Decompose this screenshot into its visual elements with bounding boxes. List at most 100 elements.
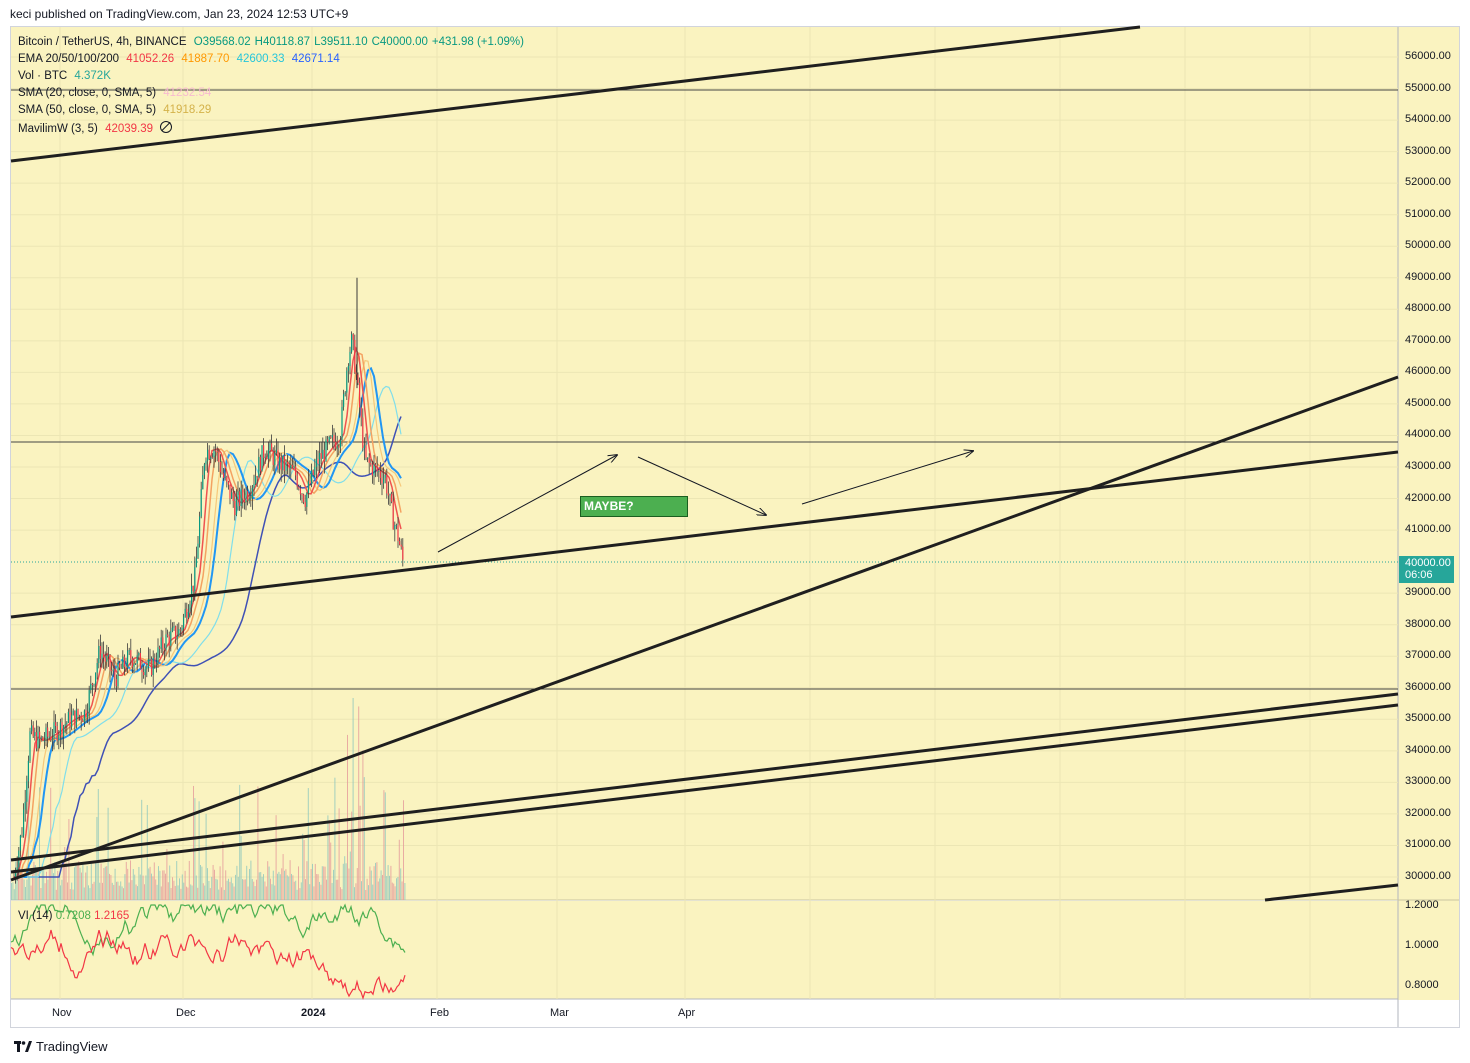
candle bbox=[146, 664, 148, 678]
footer-brand-text: TradingView bbox=[36, 1039, 108, 1054]
volume-bar bbox=[97, 789, 99, 900]
candle bbox=[135, 663, 137, 666]
volume-bar bbox=[111, 882, 113, 900]
candle bbox=[29, 727, 31, 764]
volume-bar bbox=[96, 816, 98, 900]
candle bbox=[259, 454, 261, 476]
arrow-up-2 bbox=[801, 451, 973, 505]
volume-bar bbox=[264, 881, 266, 900]
candle bbox=[133, 659, 135, 674]
candle bbox=[352, 333, 354, 351]
volume-bar bbox=[299, 888, 301, 900]
volume-bar bbox=[354, 887, 355, 900]
sma50-legend[interactable]: SMA (50, close, 0, SMA, 5) 41918.29 bbox=[18, 103, 215, 117]
volume-bar bbox=[139, 874, 141, 900]
candle bbox=[360, 397, 362, 427]
candle bbox=[99, 634, 101, 668]
volume-bar bbox=[390, 865, 392, 900]
candle bbox=[376, 456, 378, 477]
volume-bar bbox=[344, 856, 346, 900]
tradingview-logo-icon bbox=[14, 1041, 32, 1052]
volume-bar bbox=[23, 879, 25, 900]
candle bbox=[200, 481, 202, 519]
candle bbox=[293, 453, 295, 469]
candle bbox=[91, 682, 93, 697]
candle bbox=[112, 659, 114, 677]
trend-line-bottom bbox=[1264, 883, 1399, 902]
candle bbox=[279, 452, 281, 474]
arrow-down bbox=[637, 456, 766, 515]
sma20-legend[interactable]: SMA (20, close, 0, SMA, 5) 41232.54 bbox=[18, 86, 215, 100]
volume-bar bbox=[204, 885, 206, 900]
volume-bar bbox=[34, 865, 36, 900]
candle bbox=[103, 641, 105, 669]
candle bbox=[311, 463, 313, 488]
maybe-annotation[interactable]: MAYBE? bbox=[580, 496, 688, 517]
candle bbox=[205, 457, 207, 471]
candle bbox=[320, 441, 322, 468]
candle bbox=[179, 627, 181, 637]
volume-bar bbox=[183, 882, 185, 900]
candle bbox=[397, 517, 399, 548]
price-tick-label: 38000.00 bbox=[1405, 617, 1451, 630]
mavilim-legend[interactable]: MavilimW (3, 5) 42039.39 bbox=[18, 120, 176, 136]
volume-bar bbox=[179, 878, 180, 900]
candle bbox=[93, 683, 95, 688]
volume-bar bbox=[124, 874, 126, 900]
candle bbox=[167, 629, 169, 638]
volume-bar bbox=[347, 734, 348, 900]
volume-bar bbox=[303, 840, 305, 900]
volume-bar bbox=[54, 862, 56, 900]
candle bbox=[66, 721, 68, 735]
vi-pane-bg bbox=[11, 901, 1398, 999]
volume-legend[interactable]: Vol · BTC 4.372K bbox=[18, 69, 115, 83]
candle bbox=[247, 485, 249, 506]
candle bbox=[184, 602, 186, 618]
volume-bar bbox=[114, 868, 116, 900]
chart-frame[interactable] bbox=[10, 26, 1460, 1028]
candle bbox=[239, 487, 241, 511]
candle bbox=[207, 443, 209, 473]
vi-legend[interactable]: VI (14) 0.7208 1.2165 bbox=[18, 910, 129, 922]
price-tick-label: 48000.00 bbox=[1405, 302, 1451, 315]
candle bbox=[235, 489, 237, 517]
volume-bar bbox=[191, 885, 193, 900]
candle bbox=[47, 722, 49, 748]
ema-legend[interactable]: EMA 20/50/100/200 41052.26 41887.70 4260… bbox=[18, 52, 344, 66]
current-price-value: 40000.00 bbox=[1405, 557, 1451, 569]
volume-bar bbox=[401, 881, 403, 900]
volume-bar bbox=[173, 880, 175, 900]
volume-bar bbox=[320, 884, 322, 900]
symbol-legend[interactable]: Bitcoin / TetherUS, 4h, BINANCE O39568.0… bbox=[18, 35, 528, 49]
volume-bar bbox=[229, 881, 231, 900]
ohlc-change: +431.98 (+1.09%) bbox=[431, 36, 524, 48]
volume-bar bbox=[393, 883, 395, 900]
volume-bar bbox=[359, 805, 361, 900]
candle bbox=[363, 437, 365, 461]
footer-brand[interactable]: TradingView bbox=[14, 1039, 108, 1054]
candle bbox=[365, 433, 367, 461]
candle bbox=[231, 488, 233, 499]
candle bbox=[367, 457, 369, 463]
volume-bar bbox=[74, 867, 75, 900]
candle bbox=[264, 453, 266, 464]
candle bbox=[23, 803, 25, 838]
symbol-name[interactable]: Bitcoin / TetherUS, 4h, BINANCE bbox=[18, 36, 187, 48]
candle bbox=[354, 334, 356, 374]
candle bbox=[50, 727, 52, 743]
vi-tick-label: 0.8000 bbox=[1405, 979, 1439, 991]
volume-bar bbox=[377, 881, 379, 900]
volume-bar bbox=[260, 872, 262, 900]
candle bbox=[315, 449, 317, 478]
eye-off-icon[interactable] bbox=[160, 121, 173, 133]
candle bbox=[355, 364, 357, 380]
candle bbox=[295, 460, 297, 481]
ohlc-high: H40118.87 bbox=[254, 36, 311, 48]
candle bbox=[195, 546, 197, 568]
volume-bar bbox=[214, 869, 215, 900]
volume-bar bbox=[387, 865, 389, 900]
volume-bar bbox=[400, 868, 402, 900]
volume-bar bbox=[123, 888, 124, 900]
price-tick-label: 35000.00 bbox=[1405, 712, 1451, 725]
